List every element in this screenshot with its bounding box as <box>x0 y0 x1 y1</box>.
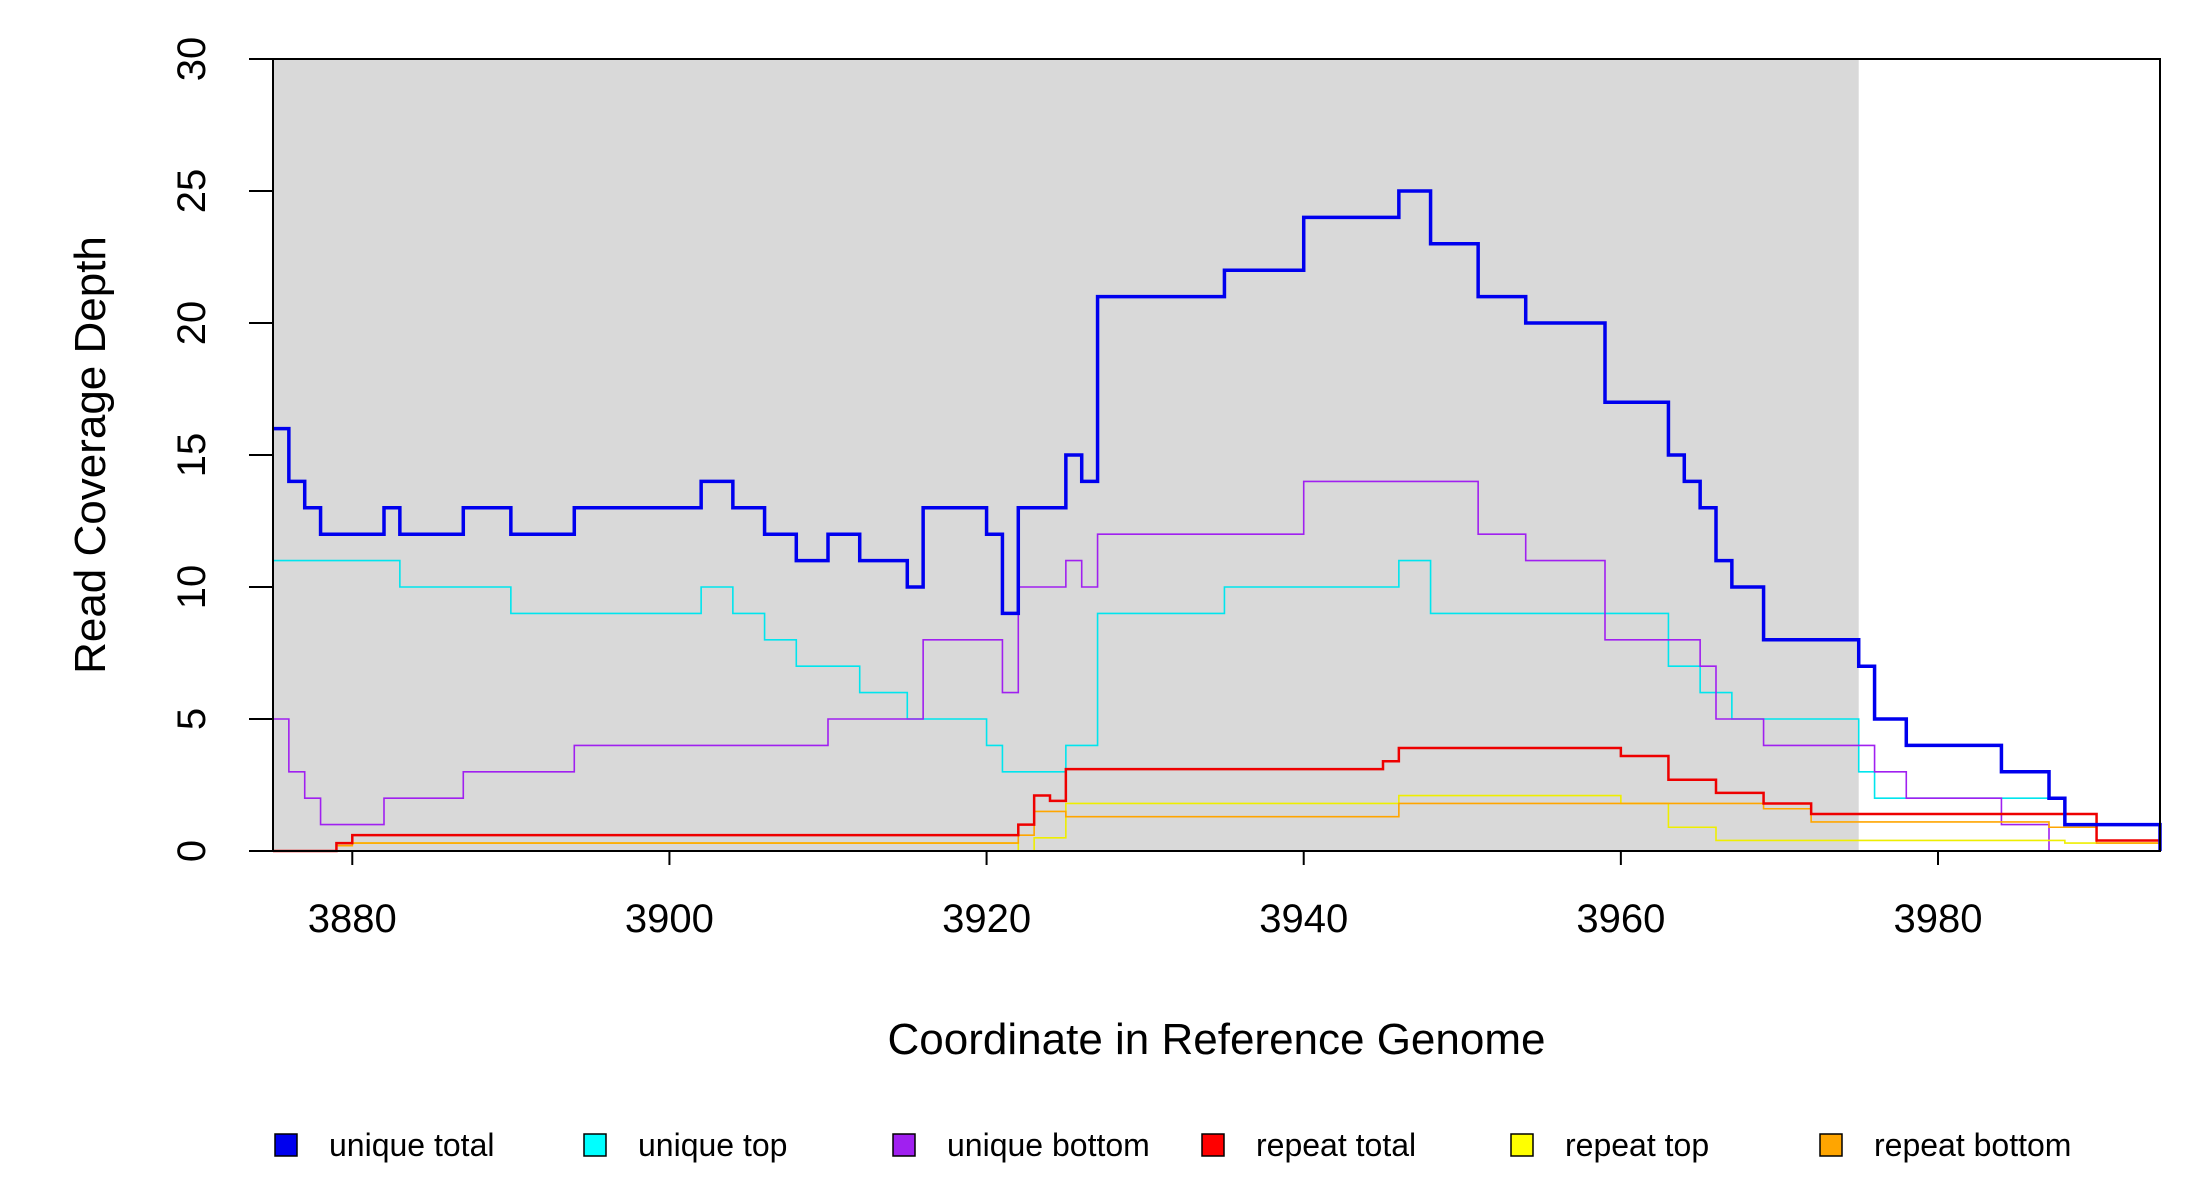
legend-swatch <box>1819 1133 1843 1157</box>
legend-swatch <box>583 1133 607 1157</box>
legend-swatch <box>1510 1133 1534 1157</box>
y-tick-label: 10 <box>170 565 214 610</box>
y-tick-label: 30 <box>170 37 214 82</box>
y-axis-title: Read Coverage Depth <box>66 236 115 674</box>
x-tick-label: 3940 <box>1259 897 1348 941</box>
x-tick-label: 3880 <box>308 897 397 941</box>
series-line-unique-top <box>273 559 2161 851</box>
series-layer <box>273 189 2162 853</box>
legend-label: unique bottom <box>947 1127 1150 1163</box>
x-tick-label: 3900 <box>625 897 714 941</box>
series-line-unique-total <box>273 189 2162 851</box>
legend-label: repeat bottom <box>1874 1127 2071 1163</box>
y-tick-label: 0 <box>170 840 214 862</box>
x-axis: 3880 3900 3920 3940 3960 3980 <box>308 851 1983 941</box>
x-axis-title: Coordinate in Reference Genome <box>888 1015 1546 1064</box>
legend-swatch <box>274 1133 298 1157</box>
legend-label: repeat total <box>1256 1127 1416 1163</box>
legend-swatch <box>892 1133 916 1157</box>
legend-label: unique total <box>329 1127 494 1163</box>
series-line-repeat-total <box>273 746 2162 853</box>
legend-swatch <box>1201 1133 1225 1157</box>
legend-label: unique top <box>638 1127 787 1163</box>
x-tick-label: 3960 <box>1576 897 1665 941</box>
y-tick-label: 15 <box>170 433 214 478</box>
y-axis: 0 5 10 15 20 25 30 <box>170 37 274 862</box>
y-tick-label: 20 <box>170 301 214 346</box>
series-line-unique-bottom <box>273 480 2160 852</box>
x-tick-label: 3920 <box>942 897 1031 941</box>
y-tick-label: 25 <box>170 169 214 214</box>
x-tick-label: 3980 <box>1894 897 1983 941</box>
legend: unique total unique top unique bottom repea… <box>274 1127 2071 1163</box>
y-tick-label: 5 <box>170 708 214 730</box>
legend-label: repeat top <box>1565 1127 1709 1163</box>
